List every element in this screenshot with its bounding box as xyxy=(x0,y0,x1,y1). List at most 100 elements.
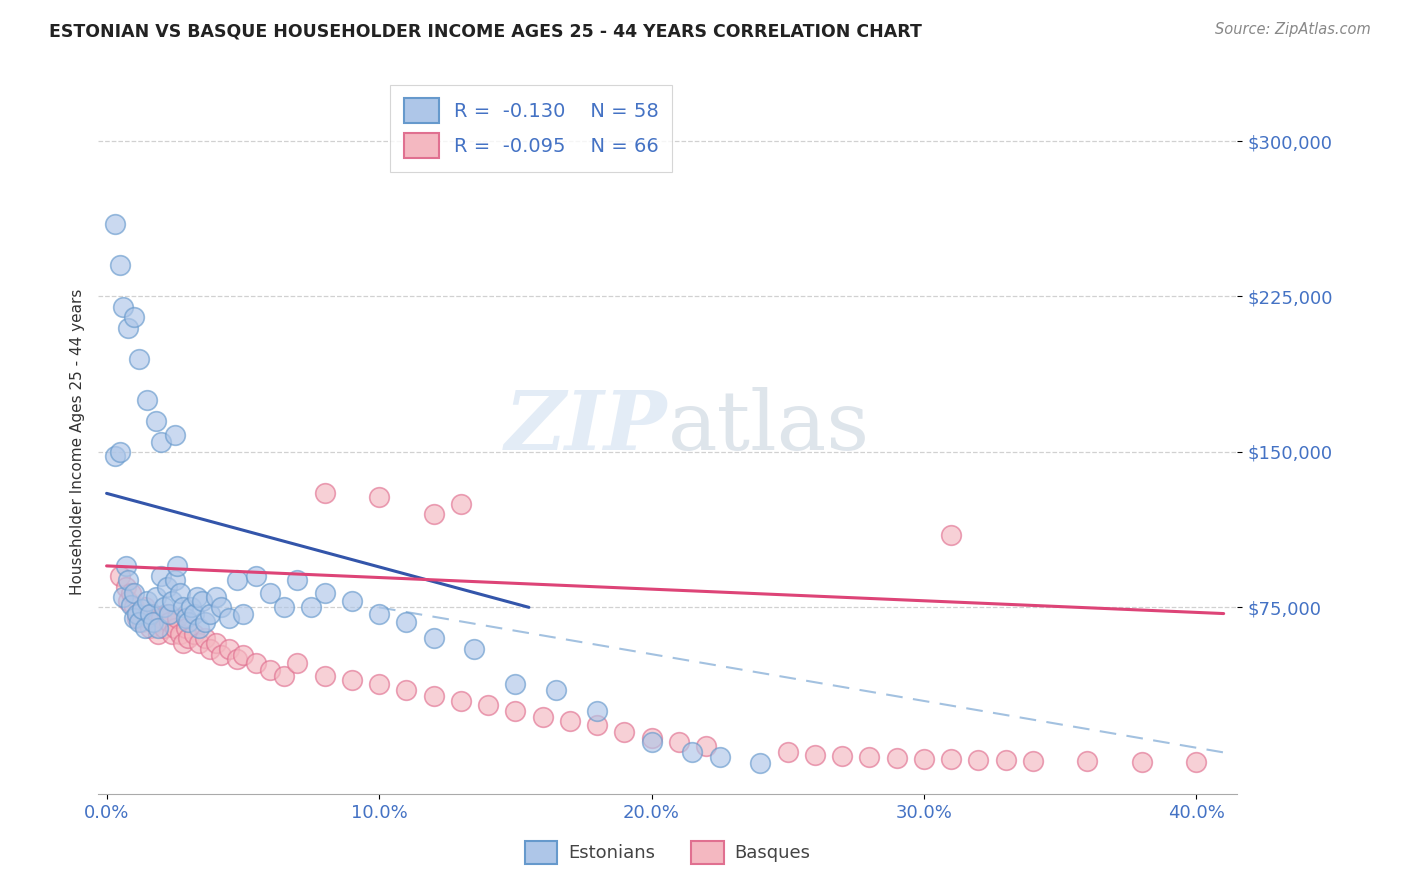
Point xyxy=(314,586,336,600)
Point xyxy=(134,600,156,615)
Point xyxy=(858,749,880,764)
Point xyxy=(1185,755,1208,769)
Point xyxy=(194,615,217,629)
Point xyxy=(145,590,167,604)
Point xyxy=(122,586,145,600)
Point xyxy=(150,434,173,449)
Point xyxy=(142,607,165,621)
Point xyxy=(153,600,176,615)
Point xyxy=(640,731,662,745)
Point xyxy=(340,594,363,608)
Point xyxy=(163,428,186,442)
Point xyxy=(166,558,188,573)
Point xyxy=(613,724,636,739)
Point xyxy=(188,621,211,635)
Point xyxy=(941,752,963,766)
Point xyxy=(114,580,136,594)
Point xyxy=(368,607,391,621)
Point xyxy=(163,621,186,635)
Point xyxy=(967,753,990,767)
Point xyxy=(125,607,148,621)
Point xyxy=(110,569,132,583)
Point xyxy=(125,610,148,624)
Point xyxy=(122,600,145,615)
Point xyxy=(160,594,183,608)
Point xyxy=(157,615,180,629)
Point xyxy=(150,610,173,624)
Point xyxy=(177,632,200,646)
Point xyxy=(194,632,217,646)
Text: Source: ZipAtlas.com: Source: ZipAtlas.com xyxy=(1215,22,1371,37)
Point xyxy=(226,574,249,588)
Point xyxy=(503,704,526,718)
Point xyxy=(463,641,485,656)
Point xyxy=(114,558,136,573)
Point xyxy=(299,600,322,615)
Point xyxy=(1130,755,1153,769)
Point xyxy=(218,641,240,656)
Point xyxy=(273,600,295,615)
Point xyxy=(226,652,249,666)
Point xyxy=(110,258,132,272)
Point xyxy=(285,657,308,671)
Point xyxy=(117,594,139,608)
Point xyxy=(422,632,444,646)
Point xyxy=(546,683,568,698)
Point xyxy=(232,607,254,621)
Point xyxy=(117,320,139,334)
Point xyxy=(183,607,205,621)
Point xyxy=(153,621,176,635)
Point xyxy=(198,607,221,621)
Point xyxy=(134,621,156,635)
Point xyxy=(136,393,159,408)
Point xyxy=(186,590,208,604)
Point xyxy=(131,602,153,616)
Point xyxy=(166,610,188,624)
Point xyxy=(120,599,142,613)
Point xyxy=(122,310,145,325)
Point xyxy=(340,673,363,687)
Point xyxy=(183,627,205,641)
Point xyxy=(558,714,581,729)
Point xyxy=(218,610,240,624)
Point xyxy=(259,586,281,600)
Point xyxy=(128,615,150,629)
Point xyxy=(259,663,281,677)
Point xyxy=(177,615,200,629)
Y-axis label: Householder Income Ages 25 - 44 years: Householder Income Ages 25 - 44 years xyxy=(69,288,84,595)
Point xyxy=(172,635,194,649)
Point xyxy=(245,657,267,671)
Point xyxy=(120,586,142,600)
Point xyxy=(395,683,418,698)
Point xyxy=(232,648,254,662)
Point xyxy=(188,635,211,649)
Point xyxy=(104,449,127,463)
Point xyxy=(128,351,150,366)
Point xyxy=(155,607,177,621)
Point xyxy=(209,648,232,662)
Point xyxy=(531,710,554,724)
Point xyxy=(150,569,173,583)
Point xyxy=(169,586,191,600)
Point xyxy=(681,746,703,760)
Point xyxy=(145,615,167,629)
Point xyxy=(422,507,444,521)
Point xyxy=(886,750,908,764)
Point xyxy=(131,615,153,629)
Point xyxy=(586,718,609,732)
Point xyxy=(368,491,391,505)
Point xyxy=(245,569,267,583)
Point xyxy=(831,748,853,763)
Point xyxy=(204,590,226,604)
Point xyxy=(139,621,162,635)
Point xyxy=(155,580,177,594)
Text: ZIP: ZIP xyxy=(505,387,668,467)
Legend: Estonians, Basques: Estonians, Basques xyxy=(512,828,824,877)
Point xyxy=(110,445,132,459)
Point xyxy=(174,610,197,624)
Point xyxy=(314,669,336,683)
Point xyxy=(198,641,221,656)
Point xyxy=(695,739,717,754)
Point xyxy=(111,300,134,314)
Point xyxy=(1076,754,1098,768)
